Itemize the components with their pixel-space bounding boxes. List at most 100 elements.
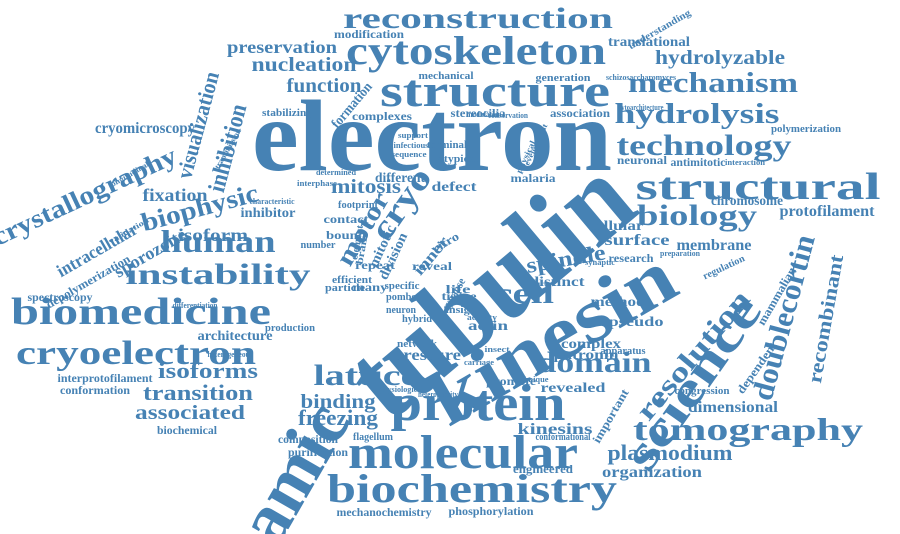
cloud-word-network: network: [397, 339, 437, 350]
cloud-word-tissue: tissue: [442, 289, 478, 303]
cloud-word-promote: promote: [486, 374, 537, 388]
cloud-word-modulation: modulation: [467, 110, 502, 119]
cloud-word-research: research: [609, 251, 654, 265]
cloud-word-tomography: tomography: [633, 411, 863, 447]
cloud-word-neuron: neuron: [386, 305, 416, 316]
cloud-word-inhibitor: inhibitor: [241, 206, 296, 221]
cloud-word-structural: structural: [636, 166, 881, 208]
cloud-word-kinesins: kinesins: [518, 421, 593, 438]
cloud-word-production: production: [265, 323, 315, 334]
cloud-word-cryoelectron: cryoelectron: [16, 335, 256, 372]
cloud-word-different: different: [375, 171, 425, 186]
cloud-word-defect: defect: [432, 180, 477, 195]
cloud-word-purification: purification: [288, 445, 348, 459]
cloud-word-interphase: interphase: [297, 179, 337, 188]
cloud-word-conformational: conformational: [536, 432, 591, 443]
cloud-word-method: method: [591, 295, 646, 310]
cloud-word-biomedicine: biomedicine: [11, 291, 271, 333]
cloud-word-heterogeneity: heterogeneity: [418, 390, 458, 399]
cloud-word-repeat: repeat: [355, 258, 395, 272]
cloud-word-cryomicroscopy: cryomicroscopy: [95, 120, 195, 137]
cloud-word-conformation: conformation: [60, 383, 130, 397]
cloud-word-heterogeneous: heterogeneous: [208, 350, 253, 359]
cloud-word-mechanochemistry: mechanochemistry: [337, 505, 432, 519]
cloud-word-contact: contact: [324, 212, 369, 226]
cloud-word-stereocilia: stereocilia: [451, 106, 506, 120]
cloud-word-physiological: physiological: [379, 385, 425, 394]
cloud-word-preservation: preservation: [227, 37, 337, 57]
cloud-word-differentiation: differentiation: [173, 301, 218, 310]
cloud-word-stabilizing: stabilizing: [262, 108, 312, 119]
cloud-word-number: number: [301, 240, 337, 251]
cloud-word-structure: structure: [380, 65, 610, 116]
cloud-word-characteristic: characteristic: [250, 197, 295, 206]
cloud-word-antimitotic: antimitotic: [671, 155, 727, 169]
cloud-word-spectroscopy: spectroscopy: [28, 290, 93, 304]
cloud-word-schizosaccharomyces: schizosaccharomyces: [606, 73, 676, 82]
cloud-word-polymerization: polymerization: [771, 124, 841, 135]
cloud-word-brain: brain: [355, 233, 371, 265]
cloud-word-technology: technology: [617, 129, 792, 162]
cloud-word-determined: determined: [316, 168, 357, 177]
cloud-word-activity: activity: [467, 313, 497, 322]
cloud-word-binding: binding: [301, 391, 376, 413]
cloud-word-protofilament: protofilament: [780, 203, 876, 220]
cloud-word-freezing: freezing: [298, 405, 378, 430]
cloud-word-patronin: patronin: [554, 348, 619, 363]
cloud-word-fixation: fixation: [143, 185, 208, 205]
cloud-word-congression: congression: [675, 386, 730, 397]
cloud-word-composition: composition: [278, 432, 338, 446]
cloud-word-molecular: molecular: [348, 426, 578, 479]
cloud-word-cytoarchitecture: cytoarchitecture: [619, 103, 664, 112]
cloud-word-revealed: revealed: [541, 381, 606, 396]
cloud-word-neuronal: neuronal: [617, 153, 668, 167]
cloud-word-reveal: reveal: [412, 259, 453, 273]
cloud-word-dimensional: dimensional: [688, 399, 779, 416]
cloud-word-atypical: atypical: [438, 154, 478, 165]
cloud-word-complexes: complexes: [352, 109, 412, 123]
cloud-word-specific: specific: [385, 281, 421, 292]
cloud-word-generation: generation: [536, 73, 592, 84]
cloud-word-translational: translational: [608, 35, 690, 50]
cloud-word-function: function: [287, 75, 362, 97]
cloud-word-protein: protein: [391, 375, 566, 432]
cloud-word-electron: electron: [252, 80, 612, 193]
cloud-word-association: association: [550, 106, 610, 120]
cloud-word-apparatus: apparatus: [601, 346, 646, 357]
cloud-word-cellular: cellular: [589, 219, 644, 234]
cloud-word-preparation: preparation: [660, 249, 701, 258]
cloud-word-efficient: efficient: [332, 275, 373, 286]
cloud-word-nucleation: nucleation: [252, 54, 357, 76]
cloud-word-actin: actin: [468, 319, 508, 334]
cloud-word-synaptic: synaptic: [585, 258, 615, 267]
cloud-word-hydrolyzable: hydrolyzable: [655, 47, 785, 69]
cloud-word-lattice: lattice: [314, 359, 419, 392]
cloud-word-many: many: [353, 280, 388, 294]
cloud-word-chromosome: chromosome: [711, 194, 783, 209]
cloud-word-architecture: architecture: [198, 329, 273, 344]
cloud-word-modification: modification: [334, 27, 404, 41]
cloud-word-terminal: terminal: [427, 140, 467, 151]
cloud-word-cytoskeleton: cytoskeleton: [346, 28, 606, 73]
cloud-word-mitosis: mitosis: [331, 176, 401, 198]
cloud-word-distinct: distinct: [530, 275, 585, 290]
cloud-word-complex: complex: [561, 337, 621, 352]
cloud-word-insect: insect: [485, 345, 510, 354]
cloud-word-biology: biology: [637, 199, 757, 232]
cloud-word-pombe: pombe: [386, 292, 417, 303]
cloud-word-hydrolysis: hydrolysis: [615, 99, 780, 130]
cloud-word-carriage: carriage: [464, 358, 494, 367]
cloud-word-regulation: regulation: [701, 253, 747, 282]
cloud-word-associated: associated: [135, 402, 245, 424]
cloud-word-domain: domain: [537, 346, 652, 379]
cloud-word-phosphorylation: phosphorylation: [449, 504, 534, 518]
cloud-word-mechanical: mechanical: [419, 71, 474, 82]
cloud-word-hybrid: hybrid: [402, 314, 432, 325]
cloud-word-interprotofilament: interprotofilament: [58, 371, 153, 385]
cloud-word-plasmodium: plasmodium: [608, 440, 733, 465]
cloud-word-reconstruction: reconstruction: [343, 2, 613, 35]
cloud-word-insight: insight: [446, 305, 482, 316]
cloud-word-organization: organization: [602, 464, 702, 481]
